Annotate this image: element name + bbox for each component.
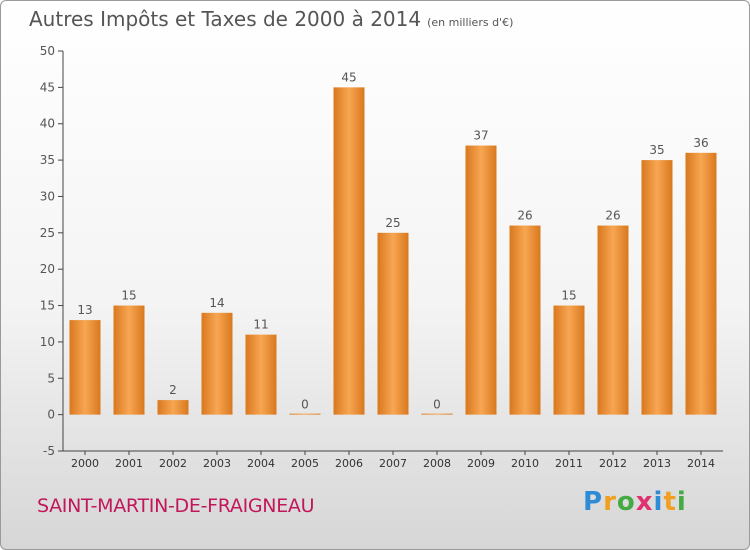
data-label: 26	[605, 209, 620, 223]
bar	[69, 320, 101, 415]
x-tick-label: 2001	[115, 457, 143, 470]
bar	[157, 400, 189, 415]
chart-bars	[69, 87, 717, 415]
x-tick-label: 2005	[291, 457, 319, 470]
logo-letter: P	[583, 487, 604, 517]
bar	[245, 334, 277, 415]
x-tick-label: 2014	[687, 457, 715, 470]
bar	[685, 152, 717, 415]
y-tick-label: 40	[40, 117, 55, 131]
bar	[465, 145, 497, 415]
x-tick-label: 2003	[203, 457, 231, 470]
x-tick-label: 2000	[71, 457, 99, 470]
chart-title-unit: (en milliers d'€)	[427, 16, 514, 29]
data-label: 2	[169, 383, 177, 397]
data-label: 36	[693, 136, 708, 150]
x-tick-label: 2008	[423, 457, 451, 470]
x-tick-label: 2009	[467, 457, 495, 470]
bar	[553, 305, 585, 415]
proxiti-logo: Proxiti	[583, 487, 687, 517]
bar	[377, 232, 409, 415]
chart-title: Autres Impôts et Taxes de 2000 à 2014 (en…	[29, 7, 513, 31]
x-tick-label: 2002	[159, 457, 187, 470]
data-label: 0	[433, 398, 441, 412]
x-tick-label: 2007	[379, 457, 407, 470]
y-tick-label: 20	[40, 262, 55, 276]
logo-letter: t	[663, 487, 677, 517]
chart-data-labels: 13 15 2 14 11 0 45 25 0 37 26 15 26 35 36	[77, 70, 708, 411]
chart-title-main: Autres Impôts et Taxes de 2000 à 2014	[29, 7, 422, 31]
bar	[201, 312, 233, 415]
data-label: 25	[385, 216, 400, 230]
x-tick-label: 2006	[335, 457, 363, 470]
logo-letter: r	[603, 487, 617, 517]
x-tick-label: 2013	[643, 457, 671, 470]
bar	[333, 87, 365, 415]
y-tick-label: 25	[40, 226, 55, 240]
logo-letter: x	[635, 487, 654, 517]
bar	[509, 225, 541, 415]
data-label: 0	[301, 398, 309, 412]
y-tick-label: 50	[40, 44, 55, 58]
data-label: 14	[209, 296, 224, 310]
x-tick-label: 2011	[555, 457, 583, 470]
data-label: 26	[517, 209, 532, 223]
bar	[641, 160, 673, 415]
y-tick-label: 0	[47, 408, 55, 422]
y-tick-label: 30	[40, 189, 55, 203]
y-tick-label: 45	[40, 80, 55, 94]
data-label: 37	[473, 129, 488, 143]
bar	[597, 225, 629, 415]
bar	[289, 413, 321, 415]
y-tick-label: 5	[47, 371, 55, 385]
logo-letter: i	[676, 487, 687, 517]
y-tick-label: 15	[40, 299, 55, 313]
data-label: 11	[253, 318, 268, 332]
x-tick-label: 2004	[247, 457, 275, 470]
data-label: 13	[77, 303, 92, 317]
commune-name: SAINT-MARTIN-DE-FRAIGNEAU	[37, 495, 315, 517]
y-tick-label: 10	[40, 335, 55, 349]
y-tick-label: -5	[43, 444, 55, 458]
logo-letter: i	[653, 487, 664, 517]
data-label: 35	[649, 143, 664, 157]
data-label: 15	[561, 289, 576, 303]
bar	[421, 413, 453, 415]
bar	[113, 305, 145, 415]
data-label: 45	[341, 70, 356, 84]
x-tick-label: 2012	[599, 457, 627, 470]
data-label: 15	[121, 289, 136, 303]
x-tick-label: 2010	[511, 457, 539, 470]
y-tick-label: 35	[40, 153, 55, 167]
logo-letter: o	[616, 487, 636, 517]
